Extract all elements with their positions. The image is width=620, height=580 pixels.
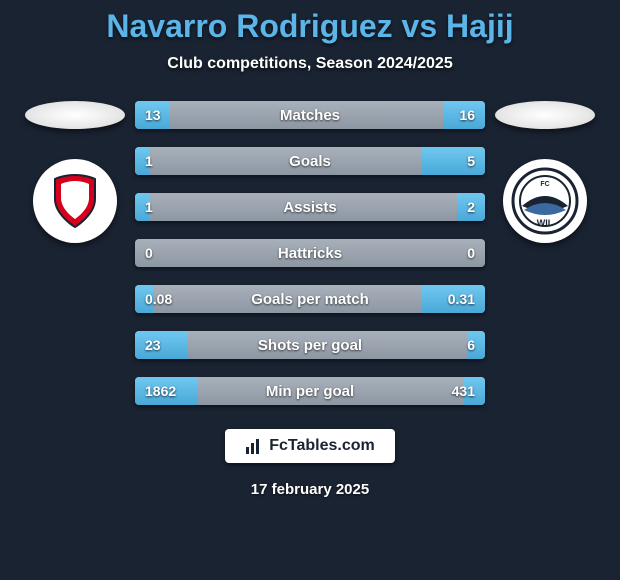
stats-bars: 1316Matches 15Goals 12Assists 00Hattricks 0.…	[135, 101, 485, 405]
stat-label: Hattricks	[135, 239, 485, 267]
site-name: FcTables.com	[269, 437, 375, 455]
team-right-crest: FC WIL	[503, 159, 587, 243]
stat-row: 15Goals	[135, 147, 485, 175]
stat-label: Shots per goal	[135, 331, 485, 359]
stat-row: 236Shots per goal	[135, 331, 485, 359]
stat-label: Goals	[135, 147, 485, 175]
svg-text:WIL: WIL	[537, 218, 554, 228]
team-left-crest	[33, 159, 117, 243]
comparison-content: 1316Matches 15Goals 12Assists 00Hattricks 0.…	[0, 101, 620, 405]
page-title: Navarro Rodriguez vs Hajij	[106, 8, 513, 45]
page-subtitle: Club competitions, Season 2024/2025	[167, 55, 452, 73]
stat-label: Matches	[135, 101, 485, 129]
site-badge: FcTables.com	[225, 429, 395, 463]
club-badge-icon: FC WIL	[510, 166, 580, 236]
stat-label: Goals per match	[135, 285, 485, 313]
stat-row: 12Assists	[135, 193, 485, 221]
right-side: FC WIL	[495, 101, 595, 243]
stat-row: 1316Matches	[135, 101, 485, 129]
stat-label: Min per goal	[135, 377, 485, 405]
stat-label: Assists	[135, 193, 485, 221]
svg-text:FC: FC	[540, 181, 549, 188]
left-side	[25, 101, 125, 243]
barchart-icon	[245, 437, 263, 455]
stat-row: 00Hattricks	[135, 239, 485, 267]
shield-icon	[45, 171, 105, 231]
player-left-ellipse	[25, 101, 125, 129]
stat-row: 1862431Min per goal	[135, 377, 485, 405]
stat-row: 0.080.31Goals per match	[135, 285, 485, 313]
player-right-ellipse	[495, 101, 595, 129]
footer-date: 17 february 2025	[251, 481, 369, 498]
